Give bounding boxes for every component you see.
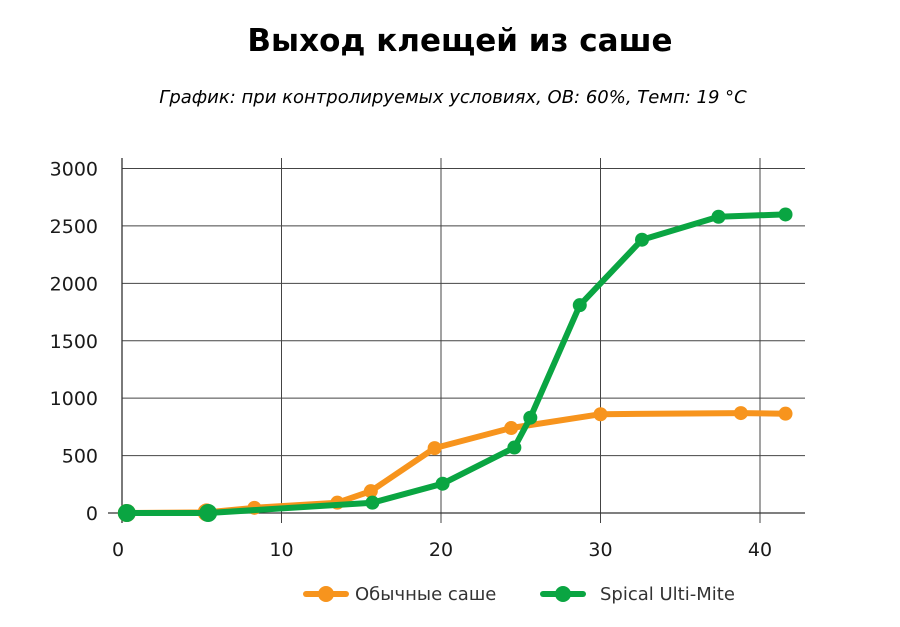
grid-lines <box>122 158 805 523</box>
data-point <box>507 440 522 455</box>
legend: Обычные саше Spical Ulti-Mite <box>303 584 735 605</box>
y-tick-label: 2000 <box>50 273 98 295</box>
legend-label: Spical Ulti-Mite <box>600 584 735 605</box>
tick-labels: 0 500 1000 1500 2000 2500 3000 0 10 20 30 40 <box>50 159 772 561</box>
x-tick-label: 20 <box>429 539 453 561</box>
data-point <box>199 504 218 522</box>
y-tick-label: 500 <box>62 446 98 468</box>
series-2 <box>117 207 793 522</box>
data-point <box>523 410 538 425</box>
data-point <box>778 406 793 421</box>
series-line <box>123 211 789 516</box>
x-tick-label: 0 <box>112 539 124 561</box>
legend-label: Обычные саше <box>355 584 496 605</box>
y-tick-label: 2500 <box>50 216 98 238</box>
y-tick-label: 0 <box>86 503 98 525</box>
x-tick-label: 10 <box>269 539 293 561</box>
data-point <box>363 484 378 499</box>
chart-title: Выход клещей из саше <box>247 23 672 59</box>
data-point <box>733 406 748 421</box>
legend-swatch-marker <box>555 586 571 602</box>
chart-subtitle: График: при контролируемых условиях, ОВ:… <box>159 87 747 108</box>
data-point <box>365 495 380 510</box>
data-point <box>504 421 519 436</box>
data-point <box>117 504 136 522</box>
x-tick-label: 30 <box>588 539 612 561</box>
data-point <box>435 476 450 491</box>
data-point <box>427 441 442 456</box>
series-line <box>123 410 789 516</box>
legend-item-1: Обычные саше <box>303 584 496 605</box>
data-point <box>778 207 793 222</box>
series-layer <box>117 207 793 522</box>
y-tick-label: 3000 <box>50 159 98 181</box>
series-1 <box>117 406 793 522</box>
y-tick-label: 1500 <box>50 331 98 353</box>
legend-item-2: Spical Ulti-Mite <box>540 584 735 605</box>
y-tick-label: 1000 <box>50 388 98 410</box>
data-point <box>593 407 608 422</box>
data-point <box>711 209 726 224</box>
data-point <box>634 232 649 247</box>
legend-swatch-marker <box>318 586 334 602</box>
data-point <box>572 298 587 313</box>
x-tick-label: 40 <box>748 539 772 561</box>
